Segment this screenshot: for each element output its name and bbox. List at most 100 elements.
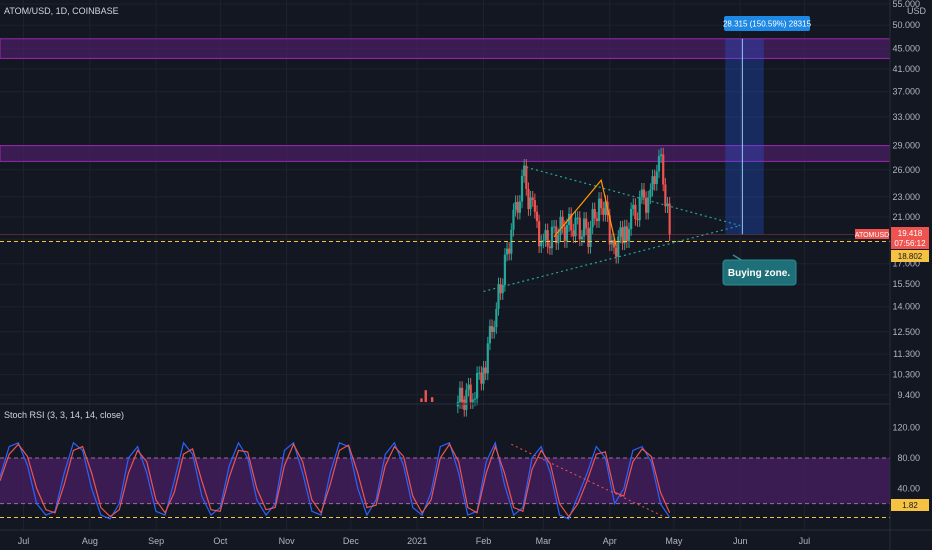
candle [582,218,586,237]
candle [645,197,648,213]
rsi-line [0,440,671,520]
price-tick-label: 17.000 [892,259,920,269]
candle [544,230,547,241]
rsi-band [0,458,890,504]
support-price-tag [891,250,929,262]
candle [617,236,620,257]
candle [499,284,502,294]
symbol-title[interactable]: ATOM/USD, 1D, COINBASE [4,6,119,16]
candle [578,217,581,240]
candle [495,308,498,328]
price-tick-label: 50.000 [892,20,920,30]
candle [565,225,569,242]
projection-box [725,38,764,235]
candle [559,216,562,236]
time-tick-label: Jul [18,536,30,546]
candle [505,248,509,255]
buying-zone-callout[interactable] [722,259,797,286]
candle [533,200,536,212]
candle [465,389,468,410]
candle [572,230,575,237]
candle [535,211,539,222]
candle [619,227,622,237]
candle [484,367,487,374]
candle [642,189,646,198]
candle [508,248,511,254]
measure-label: 28.315 (150.59%) 28315 [723,20,812,29]
candle [473,398,477,400]
symbol-tag [855,229,889,239]
triangle-trendline [483,225,741,293]
rsi-trendline [511,443,666,518]
candle [595,218,598,222]
price-tick-label: 14.000 [892,302,920,312]
candle [424,390,427,402]
price-tick-label: 21.000 [892,212,920,222]
time-tick-label: Sep [148,536,164,546]
candle [600,198,603,209]
candle [585,218,588,229]
candle [529,197,532,210]
candle [531,197,534,201]
candle [514,201,517,210]
candle [518,201,521,213]
candle [467,384,470,390]
price-tick-label: 26.000 [892,165,920,175]
candle [655,171,658,184]
stoch-rsi-title[interactable]: Stoch RSI (3, 3, 14, 14, close) [4,410,124,420]
price-tick-label: 10.300 [892,370,920,380]
candle [664,184,667,207]
candle [625,226,628,242]
triangle-trendline [526,166,741,227]
candle [666,203,669,207]
price-tick-label: 15.500 [892,279,920,289]
countdown-text: 07:56:12 [894,239,926,248]
rsi-value-text: 1.82 [902,501,918,510]
candle [503,254,507,285]
time-tick-label: Mar [536,536,552,546]
wave-drawing [553,178,617,247]
candle [653,176,656,184]
current-price-tag [891,227,929,249]
candle [615,247,618,257]
candle [458,387,462,402]
time-tick-label: Jul [799,536,811,546]
candle [597,198,601,222]
candle [604,201,607,215]
candle [493,327,496,332]
rsi-tick-label: 80.00 [897,453,920,463]
candle [471,399,474,403]
candle [516,201,519,213]
candle [570,213,573,231]
candle [612,240,616,248]
price-tick-label: 55.000 [892,0,920,9]
candle [634,204,637,219]
candle [490,326,494,332]
candle [580,236,584,240]
candle [420,398,423,402]
candle [610,240,613,245]
candle [512,209,515,230]
candle [488,326,492,344]
candle [501,284,504,294]
candle [482,367,485,384]
candle [478,372,481,374]
candle [638,197,641,221]
price-tick-label: 45.000 [892,43,920,53]
candle [480,372,483,384]
candle [627,229,631,242]
measure-label-box [724,16,810,31]
time-tick-label: Feb [476,536,492,546]
current-price-text: 19.418 [898,229,923,238]
candle [523,165,526,177]
candle [651,176,654,190]
candle [553,226,556,228]
price-tick-label: 37.000 [892,87,920,97]
time-tick-label: 2021 [407,536,427,546]
drawing-overlays [0,38,890,293]
price-tick-label: 29.000 [892,141,920,151]
candle [469,384,472,403]
candle [591,209,594,228]
stoch-rsi-pane [0,440,890,520]
candle [430,397,434,402]
